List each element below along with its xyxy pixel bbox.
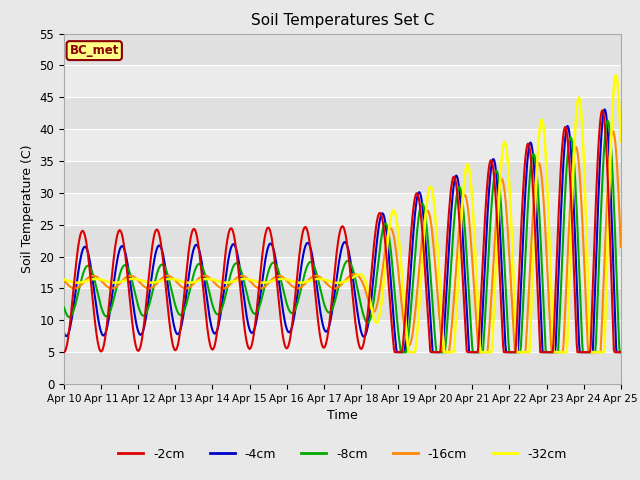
-16cm — [70, 286, 78, 291]
Bar — [64, 129, 621, 161]
-8cm — [617, 349, 625, 355]
Bar — [64, 161, 621, 193]
Y-axis label: Soil Temperature (C): Soil Temperature (C) — [21, 144, 34, 273]
-8cm — [428, 280, 435, 286]
-32cm — [411, 349, 419, 355]
-32cm — [127, 276, 135, 282]
-2cm — [70, 280, 78, 286]
-4cm — [127, 288, 135, 294]
-16cm — [440, 349, 447, 355]
-2cm — [410, 200, 418, 206]
-8cm — [214, 312, 221, 317]
Line: -2cm: -2cm — [64, 110, 621, 352]
-4cm — [411, 213, 419, 219]
-2cm — [184, 255, 192, 261]
Line: -16cm: -16cm — [64, 131, 621, 352]
-4cm — [428, 327, 435, 333]
-32cm — [428, 184, 435, 190]
-4cm — [393, 349, 401, 355]
-8cm — [70, 306, 78, 312]
-4cm — [214, 327, 221, 333]
-2cm — [60, 349, 68, 355]
Text: BC_met: BC_met — [70, 44, 119, 57]
-2cm — [127, 312, 135, 317]
-16cm — [617, 244, 625, 250]
-2cm — [598, 108, 606, 113]
-4cm — [617, 349, 625, 355]
Line: -32cm: -32cm — [64, 75, 621, 352]
-32cm — [617, 139, 625, 144]
-2cm — [426, 349, 434, 355]
Line: -8cm: -8cm — [64, 120, 621, 352]
-16cm — [410, 320, 418, 326]
-4cm — [184, 280, 192, 286]
-32cm — [60, 276, 68, 282]
-32cm — [214, 278, 221, 284]
Line: -4cm: -4cm — [64, 109, 621, 352]
Bar — [64, 193, 621, 225]
X-axis label: Time: Time — [327, 409, 358, 422]
Bar — [64, 97, 621, 129]
Bar — [64, 288, 621, 320]
-8cm — [127, 276, 135, 281]
-32cm — [406, 349, 413, 355]
-4cm — [70, 300, 78, 306]
Legend: -2cm, -4cm, -8cm, -16cm, -32cm: -2cm, -4cm, -8cm, -16cm, -32cm — [113, 443, 572, 466]
-8cm — [604, 118, 611, 123]
-16cm — [214, 283, 221, 288]
-8cm — [411, 255, 419, 261]
-2cm — [617, 349, 625, 355]
Bar — [64, 65, 621, 97]
-32cm — [612, 72, 620, 78]
Bar — [64, 320, 621, 352]
-32cm — [70, 279, 78, 285]
-8cm — [60, 305, 68, 311]
Bar — [64, 352, 621, 384]
-8cm — [398, 349, 406, 355]
-16cm — [60, 278, 68, 284]
-8cm — [184, 295, 192, 301]
Title: Soil Temperatures Set C: Soil Temperatures Set C — [251, 13, 434, 28]
-16cm — [426, 216, 434, 221]
Bar — [64, 225, 621, 257]
-16cm — [184, 285, 192, 291]
-4cm — [60, 330, 68, 336]
-4cm — [601, 107, 609, 112]
Bar — [64, 34, 621, 65]
-32cm — [184, 280, 192, 286]
-16cm — [609, 128, 617, 134]
-16cm — [127, 273, 135, 279]
Bar — [64, 257, 621, 288]
-2cm — [214, 327, 221, 333]
